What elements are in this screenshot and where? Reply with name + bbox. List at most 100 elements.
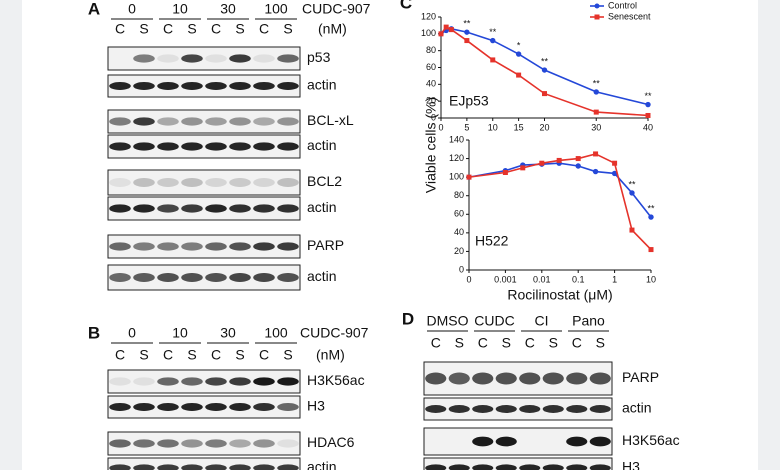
dose-label: 10 bbox=[172, 325, 188, 341]
data-point bbox=[448, 27, 454, 33]
unit-label: (nM) bbox=[318, 21, 347, 37]
lane-label: C bbox=[163, 21, 173, 37]
blot-band bbox=[205, 54, 227, 63]
blot-band bbox=[448, 372, 470, 385]
blot-label: BCL-xL bbox=[307, 112, 354, 128]
blot-band bbox=[109, 439, 131, 448]
blot-band bbox=[229, 204, 251, 213]
blot-membrane bbox=[107, 134, 301, 159]
blot-membrane bbox=[107, 395, 301, 419]
data-point bbox=[502, 170, 508, 175]
y-tick-label: 0 bbox=[459, 264, 464, 274]
blot-band bbox=[277, 403, 299, 411]
lane-label: C bbox=[478, 335, 488, 351]
blot-band bbox=[205, 403, 227, 411]
group-label: CI bbox=[535, 313, 549, 329]
x-tick-label: 15 bbox=[514, 122, 524, 132]
blot-band bbox=[277, 242, 299, 251]
blot-band bbox=[229, 117, 251, 126]
y-tick-label: 20 bbox=[454, 246, 464, 256]
blot-band bbox=[205, 117, 227, 126]
blot-membrane bbox=[107, 369, 301, 394]
x-tick-label: 0.01 bbox=[533, 274, 551, 284]
data-point bbox=[464, 38, 470, 44]
blot-label: BCL2 bbox=[307, 173, 342, 189]
blot-band bbox=[157, 204, 179, 213]
blot-band bbox=[205, 178, 227, 187]
significance: ** bbox=[541, 56, 549, 66]
blot-band bbox=[205, 242, 227, 251]
blot-membrane bbox=[107, 196, 301, 221]
y-tick-label: 40 bbox=[426, 79, 436, 89]
blot-band bbox=[181, 117, 203, 126]
blot-band bbox=[181, 439, 203, 448]
dose-label: 100 bbox=[264, 325, 288, 341]
significance: ** bbox=[628, 179, 636, 189]
blot-band bbox=[181, 377, 203, 386]
y-tick-label: 0 bbox=[431, 112, 436, 122]
drug-label: CUDC-907 bbox=[302, 1, 371, 17]
blot-membrane bbox=[107, 109, 301, 134]
x-tick-label: 10 bbox=[646, 274, 656, 284]
data-point bbox=[556, 157, 562, 163]
blot-band bbox=[229, 377, 251, 386]
panel-label: D bbox=[402, 309, 414, 328]
blot-band bbox=[133, 439, 155, 448]
blot-band bbox=[277, 204, 299, 213]
legend-marker bbox=[594, 3, 600, 9]
blot-membrane bbox=[107, 46, 301, 71]
blot-band bbox=[229, 439, 251, 448]
blot-band bbox=[109, 377, 131, 386]
blot-label: H3 bbox=[622, 459, 640, 470]
y-tick-label: 80 bbox=[426, 45, 436, 55]
drug-label: CUDC-907 bbox=[300, 325, 369, 341]
data-point bbox=[612, 160, 618, 166]
lane-label: C bbox=[115, 347, 125, 363]
x-tick-label: 40 bbox=[643, 122, 653, 132]
blot-band bbox=[472, 436, 494, 447]
lane-label: S bbox=[187, 347, 196, 363]
lane-label: S bbox=[455, 335, 464, 351]
side-bar bbox=[758, 0, 780, 470]
group-label: DMSO bbox=[427, 313, 469, 329]
blot-band bbox=[157, 82, 179, 90]
significance: ** bbox=[644, 91, 652, 101]
blot-label: actin bbox=[307, 137, 337, 153]
blot-band bbox=[229, 273, 251, 282]
data-point bbox=[593, 151, 599, 157]
blot-band bbox=[109, 117, 131, 126]
significance: ** bbox=[489, 27, 497, 37]
dose-label: 30 bbox=[220, 325, 236, 341]
series-line bbox=[468, 153, 652, 251]
blot-band bbox=[205, 439, 227, 448]
data-point bbox=[592, 168, 599, 175]
panel-label: B bbox=[88, 323, 100, 342]
group-label: Pano bbox=[572, 313, 605, 329]
lane-label: S bbox=[235, 347, 244, 363]
data-point bbox=[575, 156, 581, 162]
series-line bbox=[468, 162, 652, 218]
blot-band bbox=[277, 439, 299, 448]
data-point bbox=[464, 29, 470, 35]
blot-band bbox=[448, 405, 470, 413]
blot-membrane bbox=[423, 397, 613, 421]
lane-label: S bbox=[235, 21, 244, 37]
blot-band bbox=[495, 436, 517, 447]
blot-band bbox=[277, 273, 299, 282]
x-tick-label: 10 bbox=[488, 122, 498, 132]
lane-label: C bbox=[163, 347, 173, 363]
blot-band bbox=[109, 82, 131, 90]
blot-label: PARP bbox=[622, 369, 659, 385]
blot-band bbox=[277, 82, 299, 90]
data-point bbox=[539, 160, 545, 166]
significance: ** bbox=[593, 78, 601, 88]
data-point bbox=[593, 89, 599, 95]
blot-band bbox=[542, 405, 564, 413]
y-tick-label: 100 bbox=[449, 172, 464, 182]
blot-band bbox=[181, 178, 203, 187]
blot-band bbox=[181, 142, 203, 151]
blot-band bbox=[133, 377, 155, 386]
blot-band bbox=[566, 372, 588, 385]
data-point bbox=[593, 109, 599, 115]
blot-band bbox=[566, 436, 588, 447]
